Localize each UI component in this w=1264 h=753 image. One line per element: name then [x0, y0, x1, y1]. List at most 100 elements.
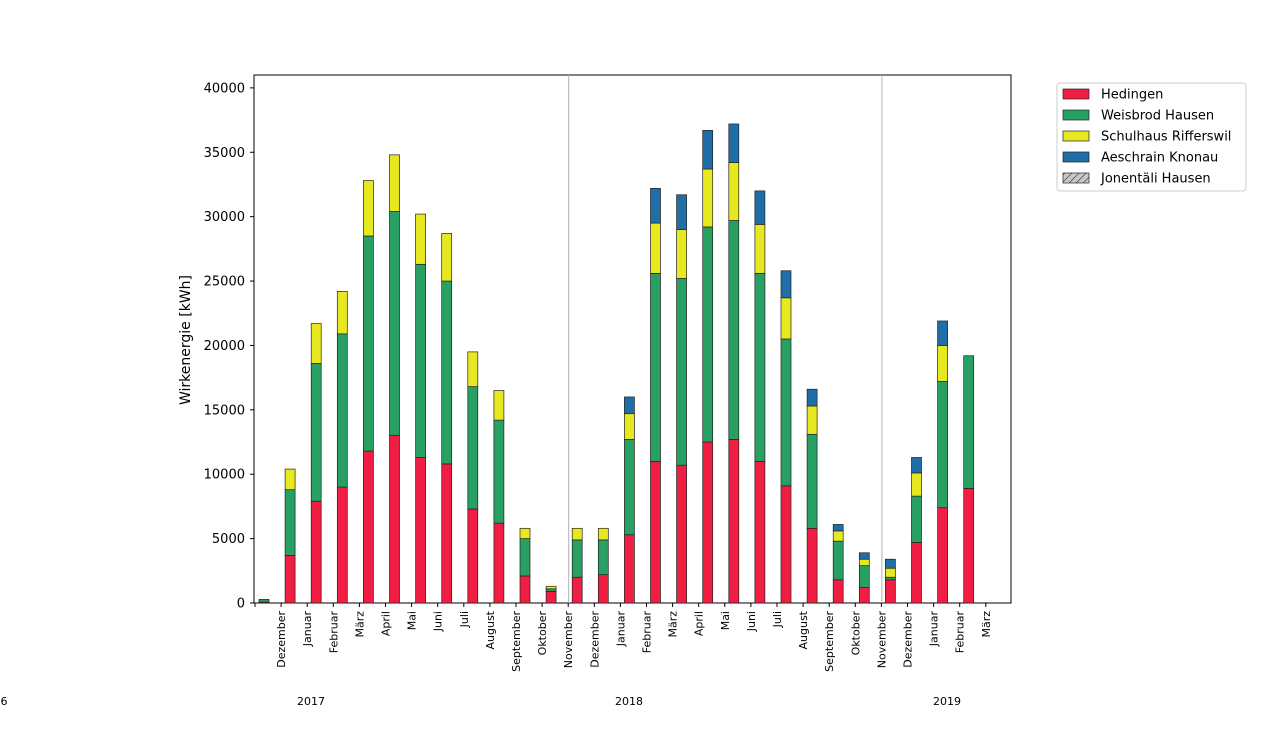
x-tick-label: November [562, 611, 575, 669]
bar-segment-hedingen [676, 464, 687, 604]
x-tick-label: Februar [327, 611, 340, 654]
bar-segment-schulhaus-rifferswil [310, 323, 322, 364]
bar-segment-weisbrod-hausen [363, 235, 374, 452]
x-tick-label: Januar [928, 611, 941, 648]
x-tick-label: März [353, 611, 366, 638]
bar-segment-weisbrod-hausen [415, 263, 426, 458]
y-tick-label: 25000 [204, 275, 245, 290]
bar-segment-weisbrod-hausen [963, 355, 975, 489]
y-axis-label: Wirkenergie [kWh] [178, 275, 194, 405]
bar-segment-hedingen [885, 579, 896, 604]
y-tick-label: 40000 [204, 81, 245, 96]
bar-segment-weisbrod-hausen [310, 363, 322, 502]
bar-segment-aeschrain-knonau [806, 388, 818, 407]
x-tick-label: Januar [301, 611, 314, 648]
bar-segment-aeschrain-knonau [885, 558, 896, 569]
legend-label: Weisbrod Hausen [1101, 109, 1214, 124]
bar-segment-hedingen [754, 460, 766, 604]
bar-segment-schulhaus-rifferswil [597, 527, 609, 541]
bar-segment-schulhaus-rifferswil [702, 168, 714, 228]
bar-segment-schulhaus-rifferswil [493, 390, 505, 421]
bar-segment-weisbrod-hausen [389, 211, 400, 436]
bar-segment-schulhaus-rifferswil [336, 291, 348, 335]
bar-segment-hedingen [728, 439, 740, 604]
legend-swatch [1062, 172, 1090, 184]
y-tick-label: 0 [237, 597, 245, 612]
bar-segment-hedingen [597, 574, 609, 604]
bar-segment-weisbrod-hausen [676, 278, 687, 466]
year-label: 2018 [615, 695, 643, 708]
x-tick-label: August [484, 610, 497, 649]
bar-segment-schulhaus-rifferswil [467, 351, 479, 387]
legend-label: Aeschrain Knonau [1101, 151, 1218, 166]
bar-segment-hedingen [336, 486, 348, 604]
bar-segment-schulhaus-rifferswil [780, 297, 792, 340]
bar-segment-weisbrod-hausen [650, 272, 661, 462]
bar-segment-weisbrod-hausen [571, 539, 583, 578]
year-label: 2019 [933, 695, 961, 708]
legend-swatch [1062, 109, 1090, 121]
bar-segment-hedingen [624, 534, 635, 604]
bar-segment-weisbrod-hausen [754, 272, 766, 462]
bar-segment-weisbrod-hausen [441, 280, 453, 465]
bar-segment-weisbrod-hausen [467, 386, 479, 510]
bar-segment-hedingen [284, 555, 296, 604]
x-tick-label: Dezember [588, 611, 601, 668]
x-tick-label: April [380, 611, 393, 636]
bar-segment-schulhaus-rifferswil [545, 585, 557, 590]
x-tick-label: Dezember [902, 611, 915, 668]
bar-segment-schulhaus-rifferswil [571, 527, 583, 541]
x-tick-label: Mai [719, 611, 732, 630]
bar-segment-schulhaus-rifferswil [415, 213, 426, 265]
bar-segment-weisbrod-hausen [832, 540, 844, 581]
bar-segment-hedingen [832, 579, 844, 604]
bar-segment-aeschrain-knonau [780, 270, 792, 299]
legend-label: Schulhaus Rifferswil [1101, 130, 1231, 145]
bar-segment-aeschrain-knonau [702, 130, 714, 170]
x-tick-label: April [693, 611, 706, 636]
x-tick-label: September [510, 611, 523, 672]
bar-segment-weisbrod-hausen [545, 588, 557, 592]
bar-segment-weisbrod-hausen [911, 495, 922, 543]
bar-segment-schulhaus-rifferswil [624, 413, 635, 440]
bar-segment-weisbrod-hausen [624, 439, 635, 536]
bar-segment-hedingen [963, 488, 975, 604]
bar-segment-weisbrod-hausen [780, 338, 792, 487]
y-tick-label: 30000 [204, 210, 245, 225]
bar-segment-hedingen [467, 508, 479, 604]
x-tick-label: Juli [458, 611, 471, 628]
bar-segment-hedingen [858, 587, 870, 604]
x-tick-label: Juni [745, 611, 758, 632]
bar-segment-aeschrain-knonau [858, 552, 870, 560]
bar-segment-schulhaus-rifferswil [806, 405, 818, 435]
bar-segment-weisbrod-hausen [858, 565, 870, 588]
x-tick-label: Februar [954, 611, 967, 654]
bar-segment-hedingen [363, 450, 374, 604]
x-tick-label: März [667, 611, 680, 638]
x-tick-label: November [875, 611, 888, 669]
bar-segment-hedingen [806, 527, 818, 604]
bar-segment-schulhaus-rifferswil [911, 472, 922, 497]
bar-segment-schulhaus-rifferswil [650, 222, 661, 274]
legend-label: Jonentäli Hausen [1100, 172, 1211, 187]
y-tick-label: 5000 [212, 532, 245, 547]
bar-segment-schulhaus-rifferswil [858, 558, 870, 567]
bar-segment-schulhaus-rifferswil [519, 527, 531, 539]
y-tick-label: 15000 [204, 403, 245, 418]
legend-swatch [1062, 88, 1090, 100]
bar-segment-schulhaus-rifferswil [937, 345, 948, 382]
bar-segment-hedingen [389, 435, 400, 604]
bar-segment-schulhaus-rifferswil [832, 530, 844, 542]
bar-segment-hedingen [310, 500, 322, 604]
bar-segment-weisbrod-hausen [702, 226, 714, 443]
bar-segment-hedingen [519, 575, 531, 604]
x-tick-label: Dezember [275, 611, 288, 668]
legend-label: Hedingen [1101, 88, 1163, 103]
bar-segment-schulhaus-rifferswil [754, 224, 766, 274]
bar-segment-schulhaus-rifferswil [885, 567, 896, 578]
bar-segment-aeschrain-knonau [624, 396, 635, 415]
bar-segment-weisbrod-hausen [885, 576, 896, 581]
bar-segment-weisbrod-hausen [284, 489, 296, 556]
bar-segment-aeschrain-knonau [911, 457, 922, 474]
